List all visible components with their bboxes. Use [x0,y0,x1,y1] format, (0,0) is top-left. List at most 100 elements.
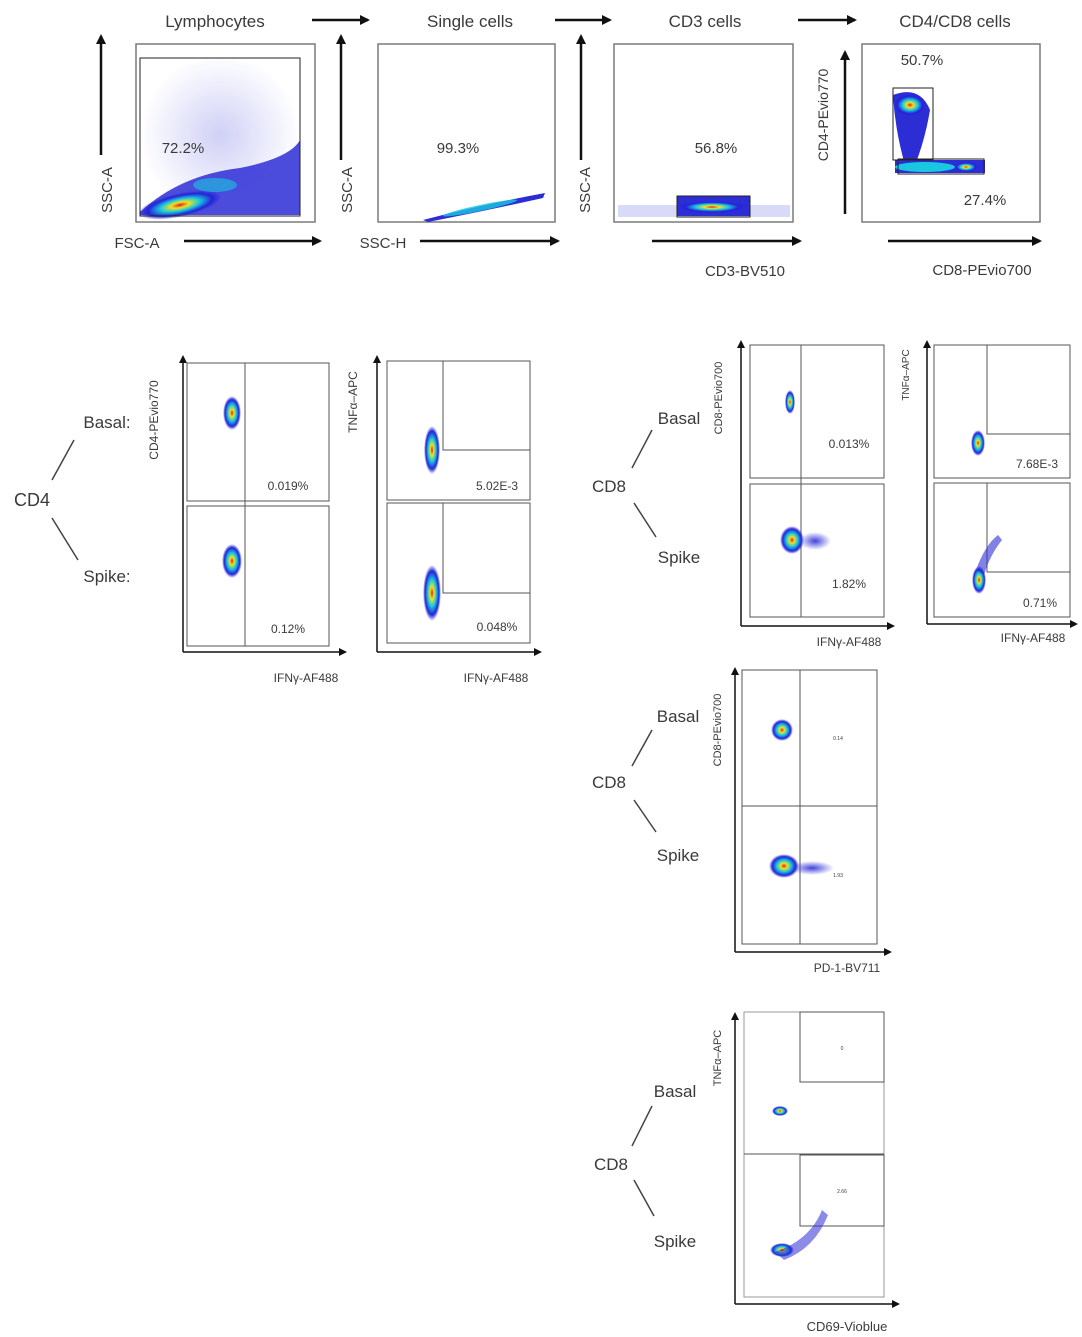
gating-row: Lymphocytes Single cells CD3 cells CD4/C… [96,12,1042,280]
density-tail-spike [775,1210,828,1260]
cd4-plot-tnfa-vs-ifng: 5.02E-3 0.048% TNFα–APC IFNγ-AF488 [346,355,542,685]
plot-cd3-cells: 56.8% SSC-A CD3-BV510 [576,34,802,280]
density-tail-spike [976,535,1002,575]
density-tail-spike [790,861,834,875]
y-axis-label: SSC-A [99,167,116,213]
gate-percentage-basal: 7.68E-3 [1016,457,1058,471]
y-axis-label: TNFα–APC [712,1030,724,1087]
plot-frame [861,43,1041,223]
gate-percentage: 99.3% [437,140,480,157]
gate-percentage-basal: 0.019% [268,479,309,493]
gate-title-single-cells: Single cells [427,12,513,31]
density-scatter [138,55,300,220]
group-label: CD8 [592,773,626,792]
gate-percentage-basal: 0.013% [829,437,870,451]
gate-percentage-cd4: 50.7% [901,52,944,69]
plot-lymphocytes: 72.2% SSC-A FSC-A [96,34,322,252]
density-blob-basal [772,1106,788,1116]
gate-percentage-basal: 5.02E-3 [476,479,518,493]
row-label-spike: Spike: [83,567,130,586]
x-axis-label: CD69-Vioblue [807,1319,888,1334]
branch-line-spike [51,517,79,561]
gate-box [676,195,751,218]
plot-cd4-cd8-cells: 50.7% 27.4% CD4-PEvio770 CD8-PEvio700 [815,43,1042,279]
branch-line-basal [631,429,653,469]
gate-percentage-spike: 0.048% [477,620,518,634]
group-label: CD8 [592,477,626,496]
branch-line-spike [633,502,657,538]
row-label-basal: Basal [654,1082,697,1101]
row-label-spike: Spike [658,548,701,567]
gate-percentage-spike: 2.66 [837,1189,847,1195]
cd8-plot-tnfa-vs-ifng: 7.68E-3 0.71% TNFα–APC IFNγ-AF488 [901,340,1078,645]
plot-frame [613,43,794,223]
cd8-panel-cd69: CD8 Basal Spike 0 2.66 TNFα–APC CD69-Vio… [594,1011,900,1334]
density-scatter [618,196,790,217]
gate-box-basal [799,1011,885,1083]
row-label-basal: Basal: [83,413,130,432]
gate-box [139,57,301,217]
branch-line-basal [51,439,75,481]
y-axis-label: CD4-PEvio770 [147,380,161,460]
y-axis-label: CD8-PEvio700 [713,362,725,435]
cd4-plot-cd4-vs-ifng: 0.019% 0.12% CD4-PEvio770 IFNγ-AF488 [147,355,347,685]
subplot-spike-frame [186,505,330,647]
cd8-panel-pd1: CD8 Basal Spike 0.14 1.93 CD8-PEvio700 P… [592,667,892,975]
row-label-basal: Basal [657,707,700,726]
group-label: CD8 [594,1155,628,1174]
cd8-plot-tnfa-vs-cd69: 0 2.66 TNFα–APC CD69-Vioblue [712,1011,900,1334]
y-axis-label: SSC-A [577,167,594,213]
subplot-basal-frame [749,344,885,479]
x-axis-label: IFNγ-AF488 [1001,631,1066,645]
cd4-panel: CD4 Basal: Spike: 0.019% 0.12% CD4-PEvio… [14,355,542,685]
subplot-frame [741,669,878,945]
density-scatter [893,92,985,173]
density-blob-basal [785,390,795,414]
branch-line-spike [633,799,657,833]
cd8-plot-cd8-vs-pd1: 0.14 1.93 CD8-PEvio700 PD-1-BV711 [712,667,892,975]
branch-line-basal [631,729,653,767]
y-axis-label: CD8-PEvio700 [712,694,724,767]
gate-percentage-basal: 0.14 [833,736,843,742]
gate-percentage-cd8: 27.4% [964,192,1007,209]
gate-box-spike [986,482,1071,573]
x-axis-label: PD-1-BV711 [814,961,881,975]
gate-box-cd4 [892,87,934,161]
x-axis-label: CD3-BV510 [705,263,785,280]
branch-line-basal [631,1105,653,1147]
x-axis-label: IFNγ-AF488 [464,671,529,685]
y-axis-label: TNFα–APC [901,349,912,400]
x-axis-label: IFNγ-AF488 [817,635,882,649]
density-blob-spike [222,544,242,578]
density-blob-basal [971,430,985,456]
gate-box-basal [442,360,531,451]
gate-title-cd4-cd8-cells: CD4/CD8 cells [899,12,1010,31]
y-axis-label: TNFα–APC [346,371,360,433]
density-blob-basal [223,396,241,430]
row-label-spike: Spike [657,846,700,865]
density-blob-spike [769,854,799,878]
x-axis-label: CD8-PEvio700 [932,262,1031,279]
row-label-basal: Basal [658,409,701,428]
gate-box-cd8 [897,158,985,175]
subplot-basal-frame [186,362,330,502]
density-scatter [423,193,545,222]
gate-box-spike [799,1154,885,1227]
cd8-plot-cd8-vs-ifng: 0.013% 1.82% CD8-PEvio700 IFNγ-AF488 [713,340,895,649]
x-axis-label: SSC-H [360,235,407,252]
gate-percentage-spike: 1.93 [833,873,843,879]
y-axis-label: SSC-A [339,167,356,213]
gate-title-lymphocytes: Lymphocytes [165,12,265,31]
gate-percentage-spike: 1.82% [832,577,866,591]
x-axis-label: IFNγ-AF488 [274,671,339,685]
gate-percentage-spike: 0.71% [1023,596,1057,610]
row-label-spike: Spike [654,1232,697,1251]
gate-percentage: 56.8% [695,140,738,157]
gate-percentage: 72.2% [162,140,205,157]
y-axis-label: CD4-PEvio770 [815,68,831,161]
plot-frame [135,43,316,223]
density-tail-spike [799,532,831,550]
subplot-spike-frame [749,483,885,618]
plot-frame [377,43,556,223]
branch-line-spike [633,1179,655,1217]
